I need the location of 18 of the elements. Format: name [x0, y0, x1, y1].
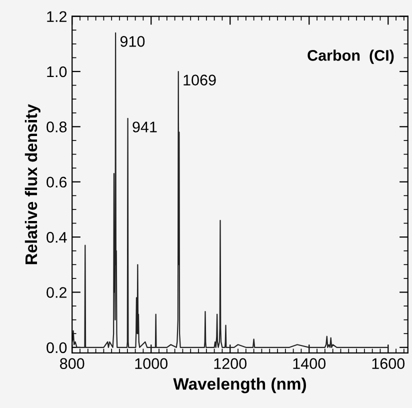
y-tick-label: 0.2 — [46, 287, 66, 298]
y-tick-label: 0.0 — [46, 342, 67, 354]
y-tick-label: 0.4 — [46, 232, 67, 243]
text: Carbon (CI) — [308, 50, 394, 64]
y-tick-label: 0.6 — [46, 176, 67, 188]
y-axis-title: Relative flux density — [24, 104, 40, 264]
x-tick-label: 800 — [60, 358, 84, 370]
annotation: 1069 — [184, 74, 216, 86]
annotation: 910 — [120, 36, 145, 47]
y-tick-label: 1.0 — [47, 66, 67, 78]
x-tick-label: 1600 — [372, 358, 405, 370]
x-tick-label: 1400 — [293, 358, 326, 370]
annotation: 941 — [132, 122, 157, 132]
x-tick-label: 1000 — [135, 358, 168, 370]
y-tick-label: 1.2 — [47, 11, 66, 22]
x-axis-title: Wavelength (nm) — [173, 378, 306, 394]
y-tick-label: 0.8 — [46, 122, 67, 132]
x-tick-label: 1200 — [214, 358, 247, 370]
